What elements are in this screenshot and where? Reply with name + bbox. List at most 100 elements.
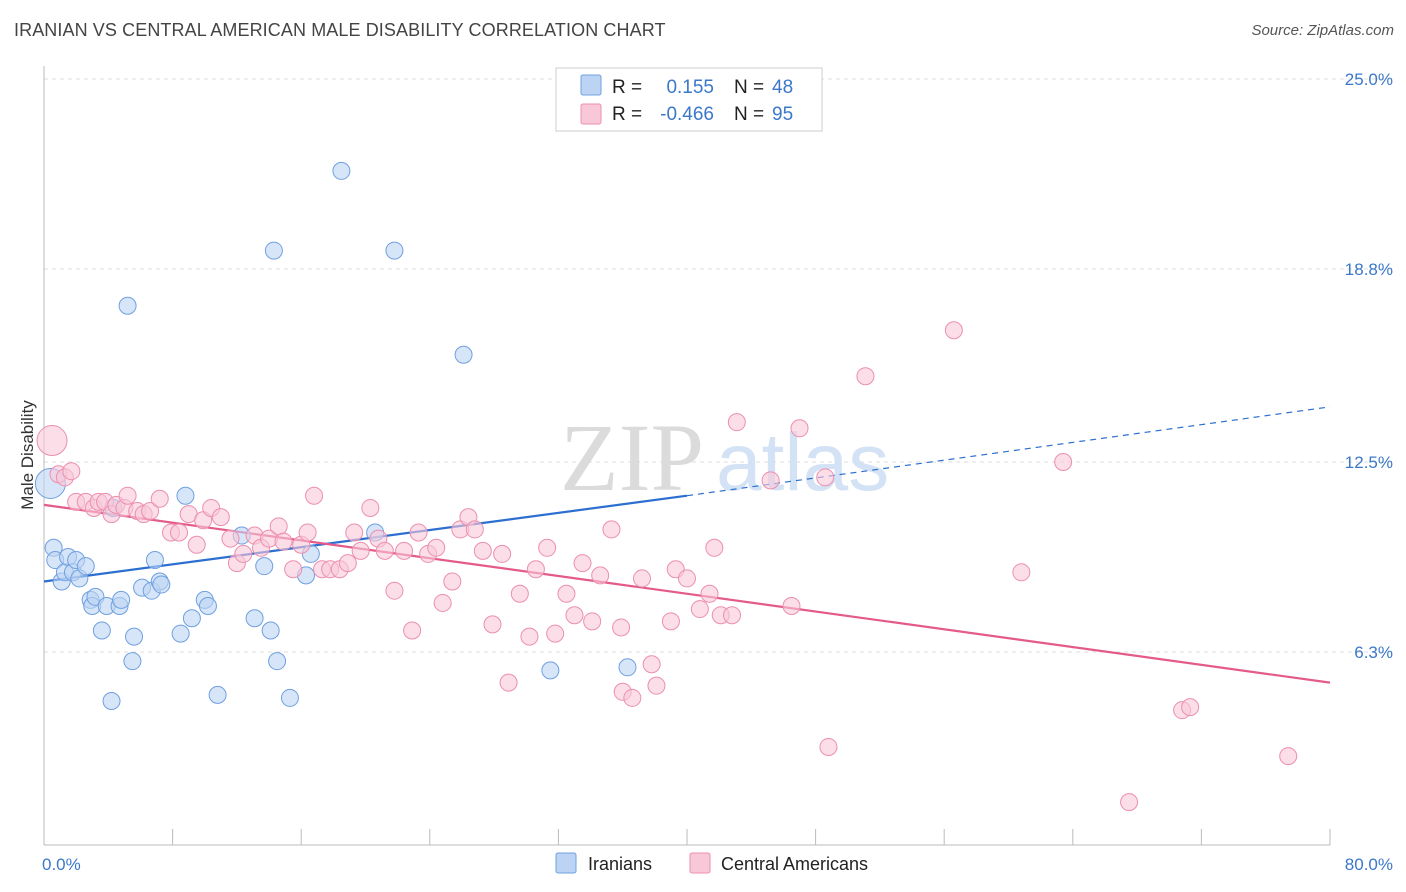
gridlines xyxy=(44,78,1394,653)
point-iranians xyxy=(264,241,283,260)
y-tick-label: 12.5% xyxy=(1345,453,1393,472)
data-points xyxy=(34,161,1298,812)
point-central-americans xyxy=(642,655,661,674)
point-central-americans xyxy=(602,520,621,539)
legend-r-label-1: R = xyxy=(612,77,642,98)
legend-n-label-1: N = xyxy=(734,77,764,98)
point-central-americans xyxy=(211,508,230,527)
point-central-americans xyxy=(443,572,462,591)
watermark-zip: ZIP xyxy=(560,404,704,511)
point-central-americans xyxy=(395,541,414,560)
legend-swatch-central-americans-bottom xyxy=(689,852,711,874)
point-central-americans xyxy=(385,581,404,600)
series-legend: Iranians Central Americans xyxy=(555,852,868,874)
point-central-americans xyxy=(557,584,576,603)
source-credit: Source: ZipAtlas.com xyxy=(1251,22,1394,39)
point-iranians xyxy=(152,575,171,594)
point-central-americans xyxy=(591,566,610,585)
point-central-americans xyxy=(351,541,370,560)
point-central-americans xyxy=(856,367,875,386)
point-iranians xyxy=(76,557,95,576)
point-central-americans xyxy=(221,529,240,548)
point-central-americans xyxy=(338,554,357,573)
point-central-americans xyxy=(234,544,253,563)
point-iranians xyxy=(112,590,131,609)
point-iranians xyxy=(171,624,190,643)
point-central-americans xyxy=(1181,698,1200,717)
point-iranians xyxy=(123,652,142,671)
legend-n-value-1: 48 xyxy=(772,77,793,98)
y-tick-labels: 6.3% 12.5% 18.8% 25.0% xyxy=(1345,70,1393,662)
legend-swatch-iranians xyxy=(580,74,602,96)
point-central-americans xyxy=(723,606,742,625)
point-central-americans xyxy=(700,584,719,603)
y-tick-label: 25.0% xyxy=(1345,70,1393,89)
point-central-americans xyxy=(623,688,642,707)
point-central-americans xyxy=(705,538,724,557)
point-central-americans xyxy=(661,612,680,631)
legend-swatch-central-americans xyxy=(580,103,602,125)
point-central-americans xyxy=(473,541,492,560)
x-tick-label-min: 0.0% xyxy=(42,855,81,874)
point-central-americans xyxy=(520,627,539,646)
point-iranians xyxy=(245,609,264,628)
point-central-americans xyxy=(427,538,446,557)
point-central-americans xyxy=(565,606,584,625)
point-iranians xyxy=(125,627,144,646)
point-central-americans xyxy=(345,523,364,542)
point-central-americans xyxy=(632,569,651,588)
legend-r-label-2: R = xyxy=(612,104,642,125)
point-iranians xyxy=(261,621,280,640)
point-central-americans xyxy=(409,523,428,542)
point-central-americans xyxy=(1279,747,1298,766)
point-central-americans xyxy=(187,535,206,554)
legend-central-americans: Central Americans xyxy=(721,854,868,874)
legend-r-value-2: -0.466 xyxy=(660,104,714,125)
point-central-americans xyxy=(269,517,288,536)
point-central-americans xyxy=(583,612,602,631)
point-central-americans xyxy=(782,597,801,616)
point-iranians xyxy=(198,597,217,616)
point-central-americans xyxy=(678,569,696,588)
point-central-americans xyxy=(690,600,709,619)
point-iranians xyxy=(118,296,137,315)
point-central-americans xyxy=(361,498,380,517)
point-central-americans xyxy=(493,544,512,563)
point-central-americans xyxy=(483,615,502,634)
point-central-americans xyxy=(761,471,780,490)
point-central-americans xyxy=(284,560,303,579)
point-central-americans xyxy=(433,593,452,612)
point-central-americans xyxy=(118,486,137,505)
point-iranians xyxy=(182,609,201,628)
point-central-americans xyxy=(790,419,809,438)
point-iranians xyxy=(280,688,299,707)
point-iranians xyxy=(102,691,121,710)
y-tick-label: 6.3% xyxy=(1354,643,1393,662)
point-central-americans xyxy=(573,554,592,573)
legend-n-label-2: N = xyxy=(734,104,764,125)
point-central-americans xyxy=(150,489,169,508)
point-central-americans xyxy=(816,468,835,487)
point-iranians xyxy=(385,241,404,260)
point-central-americans xyxy=(298,523,317,542)
point-central-americans xyxy=(510,584,529,603)
legend-n-value-2: 95 xyxy=(772,104,793,125)
x-tick-labels: 0.0% 80.0% xyxy=(42,855,1393,874)
point-iranians xyxy=(541,661,560,680)
point-central-americans xyxy=(62,462,81,481)
point-central-americans xyxy=(944,321,963,340)
point-central-americans xyxy=(1120,793,1139,812)
point-iranians xyxy=(176,486,195,505)
point-central-americans xyxy=(819,737,838,756)
axes xyxy=(43,66,1331,846)
point-central-americans xyxy=(538,538,557,557)
point-iranians xyxy=(92,621,111,640)
y-axis-label: Male Disability xyxy=(18,400,37,510)
x-tick-label-max: 80.0% xyxy=(1345,855,1393,874)
point-central-americans xyxy=(305,486,324,505)
correlation-legend: R = 0.155 N = 48 R = -0.466 N = 95 xyxy=(555,67,823,132)
legend-r-value-1: 0.155 xyxy=(666,77,714,98)
point-central-americans xyxy=(1012,563,1031,582)
point-central-americans xyxy=(526,560,545,579)
